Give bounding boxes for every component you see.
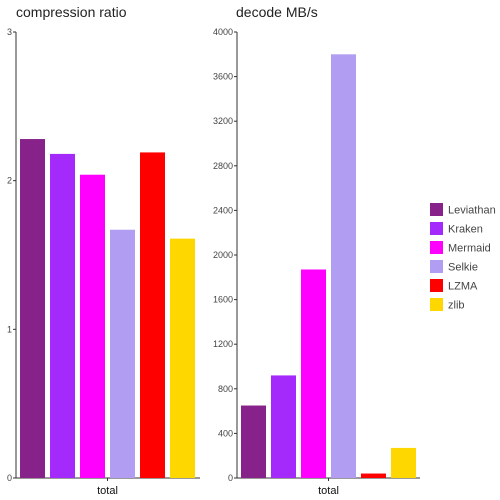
legend-swatch — [430, 222, 443, 235]
x-tick-label: total — [97, 485, 118, 497]
chart-title: decode MB/s — [236, 4, 318, 20]
legend-label: Selkie — [448, 262, 478, 274]
bar-mermaid — [80, 174, 105, 478]
bar-leviathan — [241, 405, 266, 478]
bar-zlib — [391, 447, 416, 478]
y-tick-label: 3600 — [213, 72, 233, 82]
y-tick-label: 800 — [218, 384, 233, 394]
legend-label: zlib — [448, 300, 465, 312]
legend: Leviathan Kraken Mermaid Selkie LZMA zlib — [430, 203, 496, 312]
y-tick-label: 3200 — [213, 116, 233, 126]
bar-zlib — [170, 238, 195, 478]
legend-swatch — [430, 279, 443, 292]
y-tick-label: 2800 — [213, 161, 233, 171]
legend-label: Mermaid — [448, 243, 491, 255]
legend-label: Kraken — [448, 224, 483, 236]
y-tick-label: 1 — [7, 324, 12, 334]
bar-leviathan — [20, 139, 45, 479]
legend-label: LZMA — [448, 281, 478, 293]
y-tick-label: 2 — [7, 176, 12, 186]
compression-ratio-panel: compression ratio 0 1 2 3 total — [7, 4, 200, 497]
chart-title: compression ratio — [16, 4, 127, 20]
y-tick-label: 4000 — [213, 27, 233, 37]
y-tick-label: 2000 — [213, 250, 233, 260]
y-tick-label: 0 — [228, 473, 233, 483]
bar-lzma — [361, 473, 386, 478]
legend-swatch — [430, 241, 443, 254]
bar-kraken — [50, 153, 75, 478]
y-tick-label: 1600 — [213, 295, 233, 305]
y-tick-label: 2400 — [213, 205, 233, 215]
decode-speed-panel: decode MB/s 0 400 800 1200 1600 2000 2400 2800 3… — [213, 4, 420, 497]
legend-swatch — [430, 203, 443, 216]
bar-mermaid — [301, 269, 326, 478]
bar-lzma — [140, 152, 165, 479]
x-tick-label: total — [318, 485, 339, 497]
legend-label: Leviathan — [448, 205, 496, 217]
legend-swatch — [430, 298, 443, 311]
y-tick-label: 400 — [218, 428, 233, 438]
y-tick-label: 1200 — [213, 339, 233, 349]
bar-selkie — [110, 229, 135, 478]
y-tick-label: 3 — [7, 27, 12, 37]
bar-kraken — [271, 375, 296, 478]
y-tick-label: 0 — [7, 473, 12, 483]
legend-swatch — [430, 260, 443, 273]
bar-selkie — [331, 54, 356, 479]
